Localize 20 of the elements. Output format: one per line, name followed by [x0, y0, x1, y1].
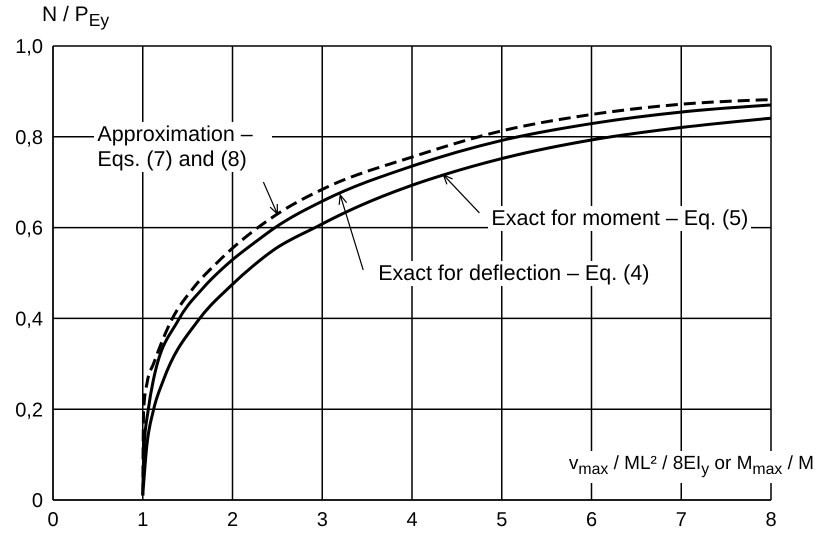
x-tick-label: 8 — [765, 509, 777, 532]
annotation: Exact for deflection – Eq. (4) — [375, 260, 652, 286]
x-tick-label: 1 — [137, 509, 148, 532]
y-tick-label: 0,2 — [15, 399, 43, 422]
x-tick-label: 7 — [676, 509, 687, 532]
y-tick-label: 0,6 — [15, 218, 43, 240]
y-axis-title: N / P$_{Ey}$ — [42, 2, 110, 32]
x-axis-title: v$_{max}$ / ML² / 8EI$_{y}$ or M$_{max}$ / M — [564, 451, 818, 483]
x-tick-label: 2 — [226, 509, 238, 532]
y-tick-label: 0,4 — [15, 308, 43, 330]
annotation: Approximation – Eqs. (7) and (8) — [94, 122, 272, 172]
y-tick-label: 1,0 — [15, 36, 43, 58]
y-tick-label: 0 — [32, 490, 43, 512]
x-tick-label: 4 — [406, 509, 418, 532]
x-tick-label: 6 — [586, 509, 598, 532]
x-tick-label: 0 — [47, 509, 59, 532]
y-tick-label: 0,8 — [15, 126, 43, 149]
x-tick-label: 3 — [316, 509, 328, 532]
x-tick-label: 5 — [496, 509, 508, 532]
annotation: Exact for moment – Eq. (5) — [488, 206, 752, 231]
